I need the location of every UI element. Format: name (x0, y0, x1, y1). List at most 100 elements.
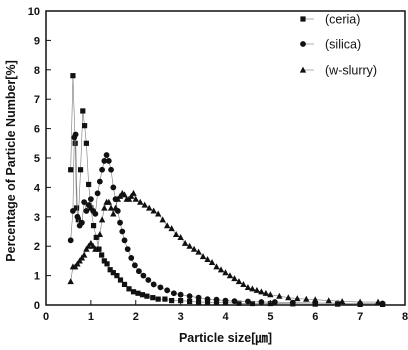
data-point (112, 204, 119, 211)
data-point (107, 267, 113, 273)
data-point (131, 262, 138, 269)
data-point (135, 290, 141, 296)
data-point (121, 281, 128, 288)
data-point (208, 258, 216, 265)
data-point (87, 196, 94, 203)
data-point (99, 166, 105, 173)
x-tick-label: 3 (178, 311, 184, 323)
data-point (325, 297, 332, 304)
y-axis-title: Percentage of Particle Number[%] (4, 60, 18, 261)
legend: (ceria) (silica) (w-slurry) (299, 13, 377, 78)
data-point (294, 295, 301, 302)
data-point (128, 255, 135, 261)
data-point (103, 152, 110, 158)
data-point (285, 294, 292, 301)
data-point (72, 131, 79, 138)
data-point (93, 234, 99, 240)
data-point (117, 219, 123, 226)
data-point (195, 294, 202, 301)
legend-marker (300, 16, 306, 22)
data-point (90, 223, 97, 229)
data-point (187, 298, 193, 305)
data-point (170, 290, 177, 297)
data-point (213, 300, 220, 306)
data-point (168, 225, 175, 232)
data-point (164, 287, 171, 294)
data-point (68, 167, 74, 173)
y-tick-label: 3 (34, 212, 40, 224)
data-point (85, 202, 92, 208)
data-point (114, 273, 120, 279)
data-point (72, 140, 78, 146)
data-point (83, 208, 90, 214)
data-point (121, 237, 128, 244)
data-point (150, 295, 156, 301)
y-tick-label: 4 (34, 182, 41, 194)
y-tick-label: 5 (34, 153, 40, 165)
data-point (244, 283, 252, 290)
data-point (162, 296, 168, 302)
data-point (235, 278, 243, 285)
legend-label-w-slurry: (w-slurry) (325, 64, 377, 78)
data-point (231, 275, 238, 282)
data-point (144, 293, 150, 299)
data-point (67, 237, 74, 244)
data-point (199, 253, 207, 260)
data-point (312, 296, 319, 303)
data-point (150, 281, 157, 288)
data-point (105, 198, 113, 205)
series-circle (67, 131, 386, 307)
data-point (70, 73, 76, 79)
data-point (195, 248, 202, 255)
data-point (117, 277, 124, 283)
data-point (186, 293, 193, 300)
data-point (130, 189, 137, 196)
data-point (105, 158, 112, 164)
data-point (132, 195, 139, 202)
data-point (94, 245, 101, 252)
data-point (172, 231, 180, 238)
data-point (104, 261, 110, 267)
plot-marks (67, 73, 386, 308)
data-point (226, 272, 234, 279)
data-point (245, 298, 251, 305)
data-point (80, 251, 88, 258)
data-point (81, 123, 88, 129)
data-point (146, 204, 153, 211)
data-point (231, 298, 238, 305)
data-point (204, 296, 211, 303)
data-point (119, 228, 126, 235)
data-point (289, 299, 296, 306)
data-point (110, 210, 117, 217)
data-point (145, 277, 152, 283)
data-point (108, 166, 114, 173)
data-point (163, 222, 171, 229)
data-point (249, 285, 256, 292)
data-point (236, 300, 242, 306)
data-point (240, 281, 247, 288)
data-point (253, 286, 261, 293)
x-tick-label: 7 (357, 311, 363, 323)
data-point (67, 278, 74, 285)
data-point (70, 208, 76, 214)
data-point (186, 242, 193, 249)
data-point (169, 297, 175, 304)
data-point (139, 292, 146, 298)
data-point (83, 140, 89, 146)
data-point (96, 178, 103, 185)
data-point (190, 245, 198, 252)
data-point (130, 289, 137, 295)
data-point (213, 263, 220, 270)
data-point (338, 298, 346, 305)
series-triangle (67, 189, 382, 305)
x-tick-label: 1 (88, 311, 94, 323)
data-point (258, 288, 265, 295)
data-point (140, 272, 147, 279)
data-point (141, 201, 148, 208)
legend-marker (299, 66, 307, 73)
x-axis-title: Particle size[㎛] (179, 331, 272, 345)
legend-label-ceria: (ceria) (325, 13, 360, 27)
x-tick-label: 0 (43, 311, 49, 323)
data-point (94, 190, 101, 197)
